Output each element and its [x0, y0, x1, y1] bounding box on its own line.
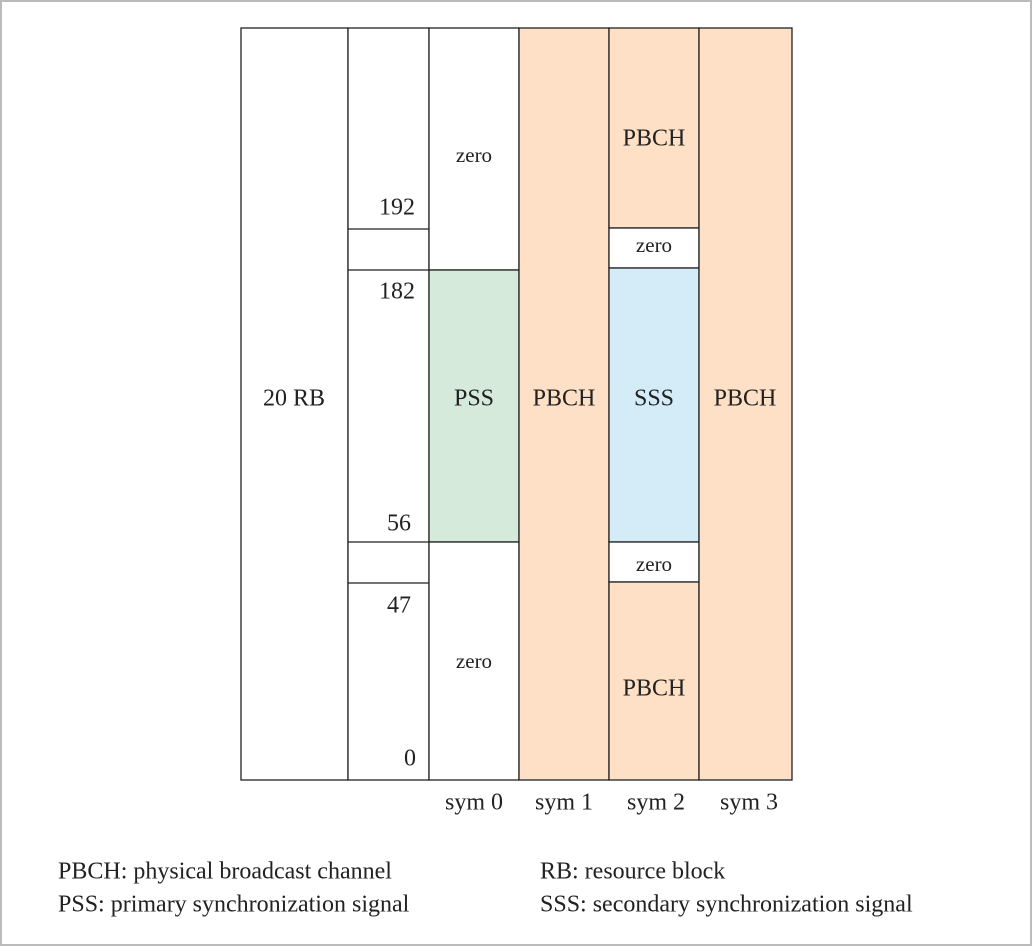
cell-label: zero	[456, 143, 492, 167]
cell-label: PBCH	[623, 126, 686, 152]
pbch-cell	[518, 27, 610, 781]
cell-label: zero	[636, 552, 672, 576]
legend-entry: RB: resource block	[540, 859, 725, 885]
index-column	[347, 27, 430, 781]
index-label: 182	[379, 279, 415, 305]
cell-label: PBCH	[623, 676, 686, 702]
bandwidth-label: 20 RB	[263, 386, 325, 412]
index-label: 192	[379, 195, 415, 221]
column-label: sym 3	[720, 790, 778, 816]
sss-cell	[608, 267, 700, 543]
column-label: sym 1	[535, 790, 593, 816]
index-label: 47	[387, 593, 411, 619]
cell-label: PSS	[454, 386, 494, 412]
cell-label: PBCH	[714, 386, 777, 412]
legend-entry: PSS: primary synchronization signal	[58, 892, 410, 918]
index-label: 56	[387, 511, 411, 537]
pss-cell	[428, 269, 520, 543]
legend-entry: PBCH: physical broadcast channel	[58, 859, 392, 885]
cell-label: zero	[456, 649, 492, 673]
pbch-cell	[608, 581, 700, 781]
cell-label: zero	[636, 233, 672, 257]
rb-column	[240, 27, 349, 781]
zero-cell	[608, 541, 700, 583]
zero-cell	[428, 541, 520, 781]
cell-label: PBCH	[533, 386, 596, 412]
index-label: 0	[404, 746, 416, 772]
column-label: sym 0	[445, 790, 503, 816]
cell-label: SSS	[634, 386, 674, 412]
zero-cell	[428, 27, 520, 271]
pbch-cell	[698, 27, 793, 781]
column-label: sym 2	[627, 790, 685, 816]
legend-entry: SSS: secondary synchronization signal	[540, 892, 913, 918]
